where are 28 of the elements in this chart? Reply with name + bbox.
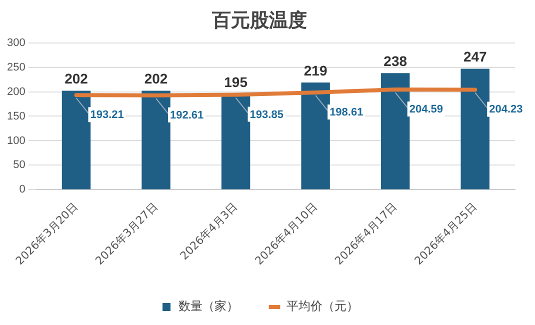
y-tick-label: 150 [6, 110, 26, 122]
data-label: 198.61 [330, 106, 364, 118]
legend-label: 数量（家） [178, 299, 238, 314]
bar [301, 82, 330, 190]
data-label: 238 [384, 53, 408, 70]
y-tick-label: 50 [13, 159, 26, 172]
data-label: 195 [224, 74, 248, 90]
y-tick-label: 300 [6, 36, 26, 49]
y-tick-label: 0 [19, 184, 26, 196]
data-label: 247 [463, 48, 488, 65]
data-label: 204.23 [489, 104, 523, 116]
data-label: 204.59 [409, 104, 443, 116]
y-tick-label: 100 [6, 134, 26, 147]
legend-label: 平均价（元） [286, 299, 358, 314]
data-label: 193.85 [250, 108, 284, 121]
y-tick-label: 200 [6, 86, 26, 98]
chart-title: 百元股温度 [211, 9, 307, 32]
bar [62, 90, 91, 190]
bar [380, 73, 410, 190]
bar [142, 90, 170, 190]
bar [221, 94, 250, 190]
data-label: 193.21 [90, 109, 124, 122]
data-label: 192.61 [170, 109, 204, 122]
data-label: 202 [144, 70, 168, 87]
data-label: 202 [64, 70, 88, 87]
bar [460, 68, 490, 190]
y-tick-label: 250 [6, 61, 26, 74]
data-label: 219 [304, 62, 328, 78]
